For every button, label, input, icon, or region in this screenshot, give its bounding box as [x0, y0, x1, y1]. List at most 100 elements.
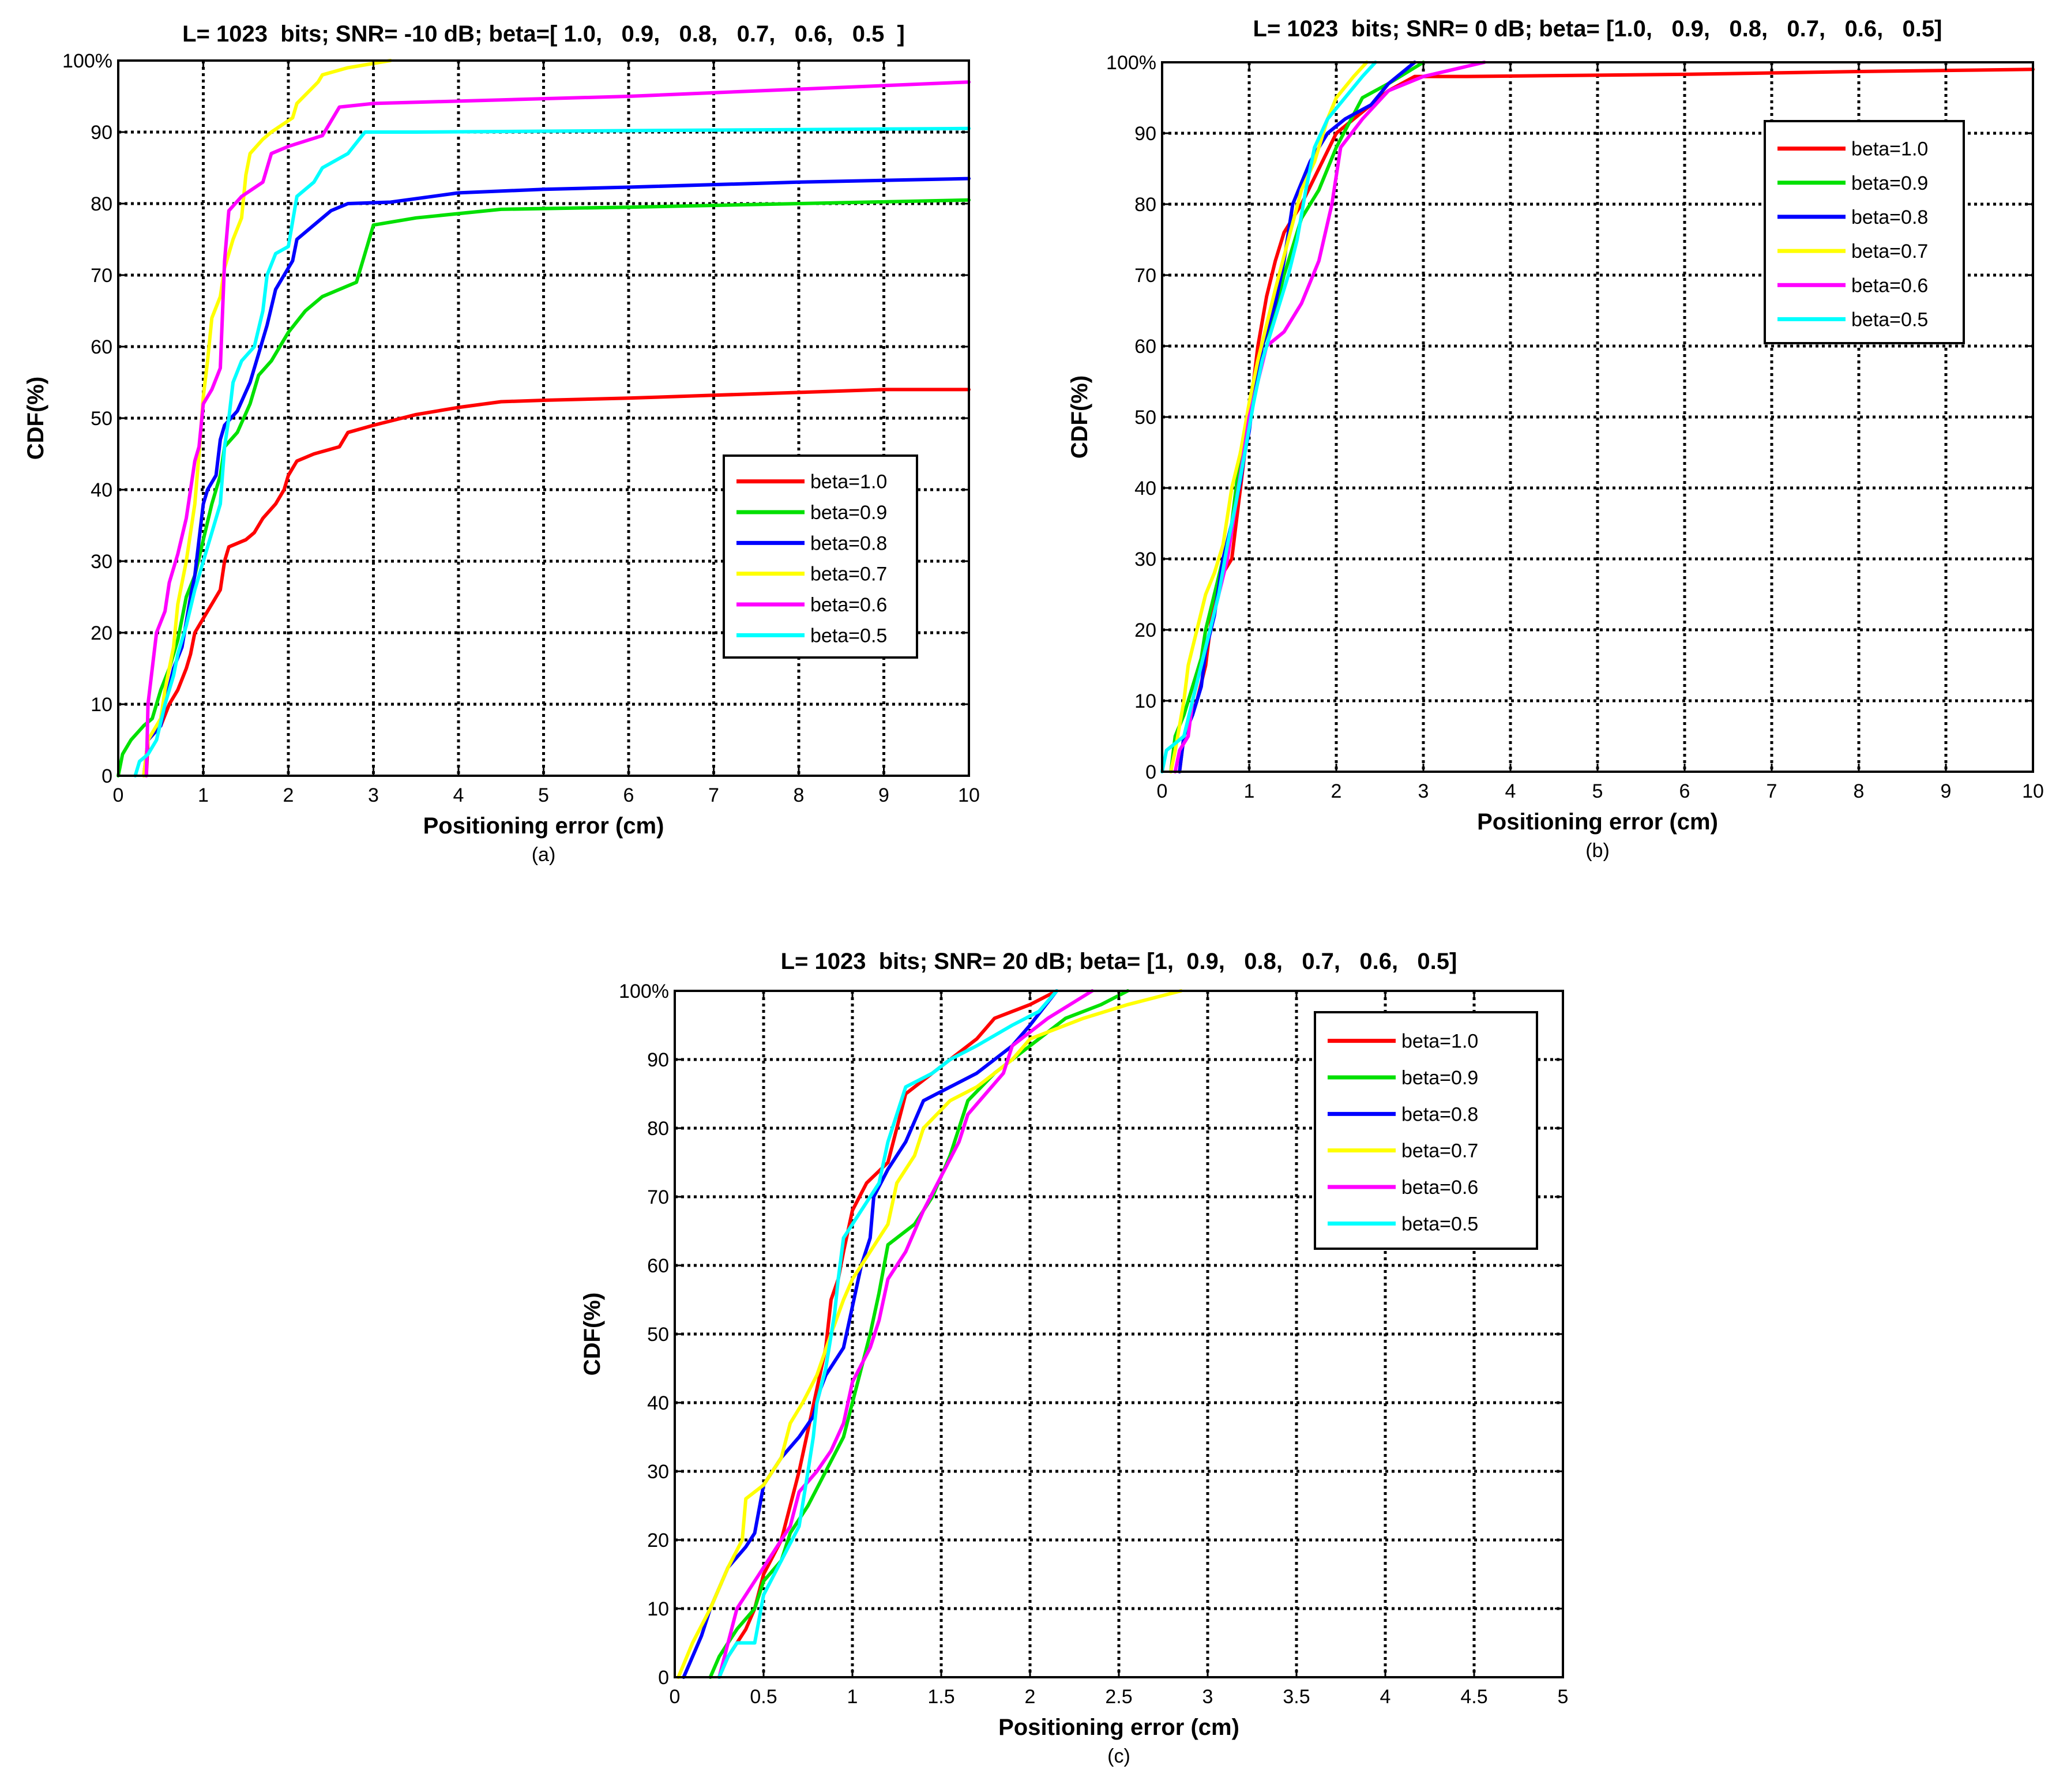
x-tick-label: 5: [538, 784, 549, 806]
y-tick-label: 30: [647, 1461, 669, 1483]
y-tick-label: 20: [1134, 619, 1156, 641]
x-tick-label: 0: [670, 1686, 681, 1708]
y-axis-label: CDF(%): [23, 377, 48, 460]
y-tick-label: 70: [647, 1186, 669, 1208]
series-line-beta-0-8: [142, 176, 971, 777]
x-axis-label: Positioning error (cm): [423, 813, 664, 839]
legend-box: [1314, 1011, 1538, 1250]
legend: beta=1.0 beta=0.9 beta=0.8 beta=0.7 beta=0.6…: [1764, 120, 1965, 344]
y-tick-label: 60: [647, 1255, 669, 1277]
y-tick-label: 60: [91, 336, 112, 358]
y-tick-label: 90: [1134, 123, 1156, 145]
series-line-beta-0-5: [717, 989, 1059, 1679]
x-tick-label: 3: [1202, 1686, 1213, 1708]
x-tick-label: 2: [283, 784, 294, 806]
y-tick-label: 100%: [619, 980, 669, 1002]
x-tick-label: 9: [1941, 780, 1952, 802]
x-tick-label: 1.5: [927, 1686, 954, 1708]
chart-c: 0 0.5 1 1.5 2 2.5 3 3.5 4 4.5 50102030405060708090…: [580, 949, 1568, 1767]
x-tick-label: 6: [1679, 780, 1690, 802]
y-tick-label: 10: [1134, 690, 1156, 712]
x-tick-label: 0: [113, 784, 124, 806]
y-tick-label: 40: [91, 479, 112, 501]
legend-label: beta=0.6: [1851, 275, 1928, 296]
x-tick-label: 3: [1418, 780, 1429, 802]
x-tick-label: 4: [1505, 780, 1516, 802]
y-tick-label: 80: [647, 1118, 669, 1140]
x-tick-label: 5: [1592, 780, 1603, 802]
y-tick-label: 50: [91, 408, 112, 430]
legend-label: beta=0.9: [810, 502, 887, 524]
y-tick-label: 80: [1134, 194, 1156, 216]
series-line-beta-0-9: [116, 198, 971, 777]
legend-label: beta=0.8: [810, 532, 887, 554]
legend-label: beta=0.7: [1851, 241, 1928, 262]
x-tick-label: 10: [958, 784, 980, 806]
x-tick-label: 1: [1244, 780, 1255, 802]
y-tick-label: 0: [1145, 761, 1156, 783]
x-tick-label: 7: [1767, 780, 1777, 802]
y-tick-label: 70: [91, 265, 112, 287]
x-axis-label: Positioning error (cm): [1477, 809, 1718, 835]
series-line-beta-0-5: [1160, 61, 1377, 773]
x-tick-label: 4.5: [1460, 1686, 1487, 1708]
legend-label: beta=0.5: [810, 625, 887, 647]
legend-label: beta=1.0: [1401, 1031, 1478, 1053]
x-tick-label: 8: [1854, 780, 1865, 802]
y-axis-label: CDF(%): [580, 1293, 605, 1376]
legend-label: beta=1.0: [810, 471, 887, 493]
y-tick-label: 50: [1134, 407, 1156, 429]
legend-label: beta=0.5: [1851, 309, 1928, 330]
legend-box: [1764, 120, 1965, 344]
panel-caption: (c): [1107, 1745, 1130, 1767]
series-line-beta-0-5: [133, 126, 971, 777]
legend: beta=1.0 beta=0.9 beta=0.8 beta=0.7 beta=0.6…: [1314, 1011, 1538, 1250]
series-line-beta-0-6: [717, 989, 1094, 1679]
x-tick-label: 3.5: [1283, 1686, 1310, 1708]
x-tick-label: 7: [708, 784, 719, 806]
y-axis-label: CDF(%): [1067, 375, 1092, 459]
legend-label: beta=0.9: [1851, 172, 1928, 194]
y-tick-label: 30: [91, 551, 112, 573]
y-tick-label: 70: [1134, 265, 1156, 287]
chart-title: L= 1023 bits; SNR= 0 dB; beta= [1.0, 0.9…: [1253, 16, 1942, 42]
chart-a: 0 1 2 3 4 5 6 7 8 9 10 0 10 20 30 40 50 60 70 80 90 100% L= 10…: [23, 21, 980, 866]
y-tick-label: 80: [91, 193, 112, 215]
chart-title: L= 1023 bits; SNR= -10 dB; beta=[ 1.0, 0…: [182, 21, 905, 47]
y-tick-label: 0: [102, 765, 112, 787]
legend-label: beta=0.8: [1401, 1103, 1478, 1125]
x-tick-label: 1: [847, 1686, 858, 1708]
legend-box: [723, 454, 918, 659]
x-tick-label: 4: [1380, 1686, 1391, 1708]
legend: beta=1.0 beta=0.9 beta=0.8 beta=0.7 beta=0.6…: [723, 454, 918, 659]
x-tick-label: 1: [198, 784, 209, 806]
panel-caption: (a): [532, 844, 556, 866]
x-tick-label: 8: [794, 784, 805, 806]
panel-caption: (b): [1585, 840, 1610, 862]
x-tick-label: 9: [878, 784, 889, 806]
y-tick-label: 10: [647, 1598, 669, 1620]
legend-label: beta=0.6: [810, 594, 887, 616]
y-tick-label: 10: [91, 694, 112, 716]
x-tick-label: 4: [453, 784, 464, 806]
legend-label: beta=1.0: [1851, 138, 1928, 160]
legend-label: beta=0.8: [1851, 206, 1928, 228]
legend-label: beta=0.9: [1401, 1067, 1478, 1089]
y-tick-label: 40: [647, 1392, 669, 1414]
chart-title: L= 1023 bits; SNR= 20 dB; beta= [1, 0.9,…: [781, 949, 1457, 974]
x-tick-label: 2: [1025, 1686, 1036, 1708]
series-line-beta-0-7: [1169, 61, 1369, 773]
chart-b: 0 1 2 3 4 5 6 7 8 9 10 0 10 20 30 40 50 60 70 80 90 100% L= 10…: [1067, 16, 2044, 862]
x-tick-label: 3: [368, 784, 379, 806]
legend-label: beta=0.7: [1401, 1140, 1478, 1162]
series-line-beta-1-0: [144, 388, 971, 777]
x-tick-label: 6: [623, 784, 634, 806]
legend-label: beta=0.6: [1401, 1177, 1478, 1199]
y-tick-label: 0: [658, 1667, 669, 1689]
y-tick-label: 100%: [1106, 52, 1156, 74]
y-tick-label: 100%: [62, 50, 112, 72]
x-tick-label: 0: [1157, 780, 1168, 802]
y-tick-label: 50: [647, 1324, 669, 1346]
